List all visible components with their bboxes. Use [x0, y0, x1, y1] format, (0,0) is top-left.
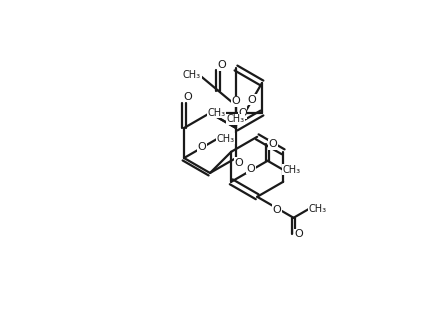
Text: O: O	[235, 158, 243, 168]
Text: CH₃: CH₃	[308, 204, 326, 214]
Text: O: O	[294, 229, 303, 239]
Text: CH₃: CH₃	[217, 134, 235, 143]
Text: O: O	[217, 60, 226, 71]
Text: O: O	[238, 108, 247, 118]
Text: CH₃: CH₃	[183, 71, 201, 80]
Text: O: O	[246, 163, 255, 174]
Text: O: O	[232, 96, 240, 107]
Text: CH₃: CH₃	[207, 108, 225, 118]
Text: O: O	[268, 139, 277, 149]
Text: CH₃: CH₃	[282, 165, 300, 175]
Text: O: O	[198, 142, 206, 153]
Text: O: O	[248, 95, 257, 105]
Text: O: O	[272, 205, 281, 215]
Text: CH₃: CH₃	[226, 114, 244, 124]
Text: O: O	[184, 92, 192, 101]
